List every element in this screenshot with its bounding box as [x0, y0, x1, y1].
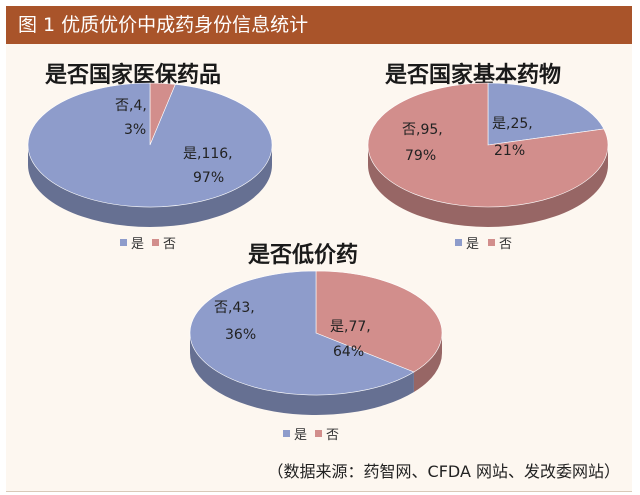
slice-label-yes-line2: 64%	[333, 344, 364, 360]
legend-swatch-no	[152, 239, 159, 246]
chart-title: 是否低价药	[248, 243, 358, 268]
chart-essential-drugs: 是否国家基本药物 否,95, 79% 是,25, 21% 是 否	[367, 62, 609, 252]
pie-slice-yes	[189, 270, 415, 396]
legend-label-no: 否	[499, 237, 512, 252]
pie-body	[27, 82, 273, 227]
chart-national-insurance: 是否国家医保药品 否,4, 3% 是,116, 97% 是 否	[27, 62, 273, 252]
pie-slice-no	[367, 82, 609, 208]
slice-label-no-line2: 3%	[124, 122, 146, 138]
legend-label-yes: 是	[466, 237, 479, 252]
pie-slice-no	[315, 270, 443, 373]
chart-low-price: 是否低价药 否,43, 36% 是,77, 64% 是 否	[189, 243, 443, 443]
slice-label-no-line1: 否,4,	[115, 98, 147, 114]
figure-title: 图 1 优质优价中成药身份信息统计	[18, 14, 309, 36]
legend-swatch-yes	[283, 430, 290, 437]
legend-swatch-yes	[455, 239, 462, 246]
data-source-note: （数据来源：药智网、CFDA 网站、发改委网站）	[267, 462, 620, 481]
slice-label-yes-line1: 是,116,	[183, 146, 233, 162]
legend-label-no: 否	[326, 428, 339, 443]
slice-label-yes-line1: 是,25,	[492, 116, 533, 132]
slice-label-yes-line1: 是,77,	[330, 319, 371, 335]
pie-side-wall	[413, 333, 442, 393]
slice-label-no-line2: 79%	[405, 148, 436, 164]
slice-label-no-line1: 否,95,	[402, 122, 443, 138]
legend-swatch-yes	[120, 239, 127, 246]
pie-side-wall	[28, 145, 272, 227]
slice-label-no-line2: 36%	[225, 327, 256, 343]
pie-side-wall	[368, 145, 608, 227]
legend-swatch-no	[315, 430, 322, 437]
pie-body	[367, 82, 609, 227]
slice-label-yes-line2: 21%	[494, 143, 525, 159]
legend-swatch-no	[488, 239, 495, 246]
legend-label-yes: 是	[131, 237, 144, 252]
slice-label-no-line1: 否,43,	[214, 300, 255, 316]
pie-side-wall	[190, 333, 414, 415]
legend-label-yes: 是	[294, 428, 307, 443]
pie-slice-yes	[27, 82, 273, 208]
pie-slice-yes	[487, 82, 605, 146]
figure-header: 图 1 优质优价中成药身份信息统计	[6, 6, 632, 44]
slice-label-yes-line2: 97%	[193, 170, 224, 186]
pie-body	[189, 270, 443, 415]
legend-label-no: 否	[163, 237, 176, 252]
